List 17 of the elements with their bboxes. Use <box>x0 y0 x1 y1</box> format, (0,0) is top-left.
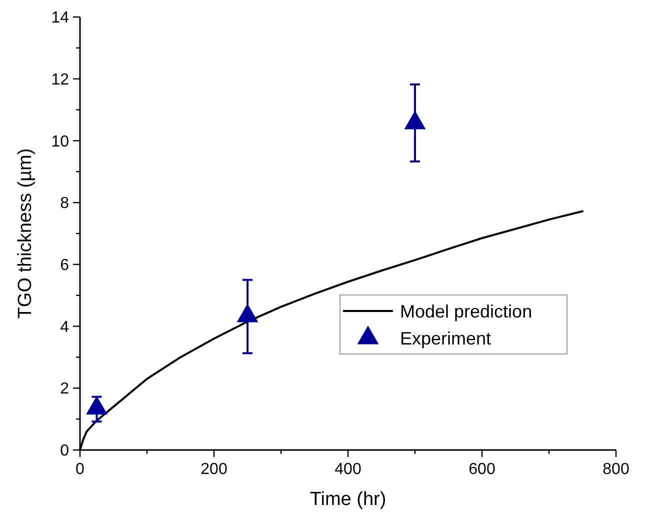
x-tick-label: 600 <box>468 461 496 478</box>
y-tick-label: 8 <box>60 195 70 212</box>
y-tick-label: 14 <box>51 10 70 27</box>
legend-label: Experiment <box>400 328 492 348</box>
y-tick-label: 6 <box>60 257 70 274</box>
y-tick-label: 10 <box>51 133 70 150</box>
x-tick-label: 0 <box>76 461 85 478</box>
x-axis-title: Time (hr) <box>310 489 386 510</box>
y-axis-title: TGO thickness (µm) <box>15 148 36 319</box>
y-tick-label: 2 <box>60 380 70 398</box>
legend-label: Model prediction <box>400 301 532 322</box>
x-tick-label: 200 <box>200 461 228 478</box>
y-tick-label: 0 <box>60 442 70 460</box>
y-tick-label: 4 <box>60 318 70 336</box>
x-tick-label: 400 <box>334 461 362 478</box>
x-tick-label: 800 <box>602 461 630 478</box>
y-tick-label: 12 <box>51 71 70 88</box>
